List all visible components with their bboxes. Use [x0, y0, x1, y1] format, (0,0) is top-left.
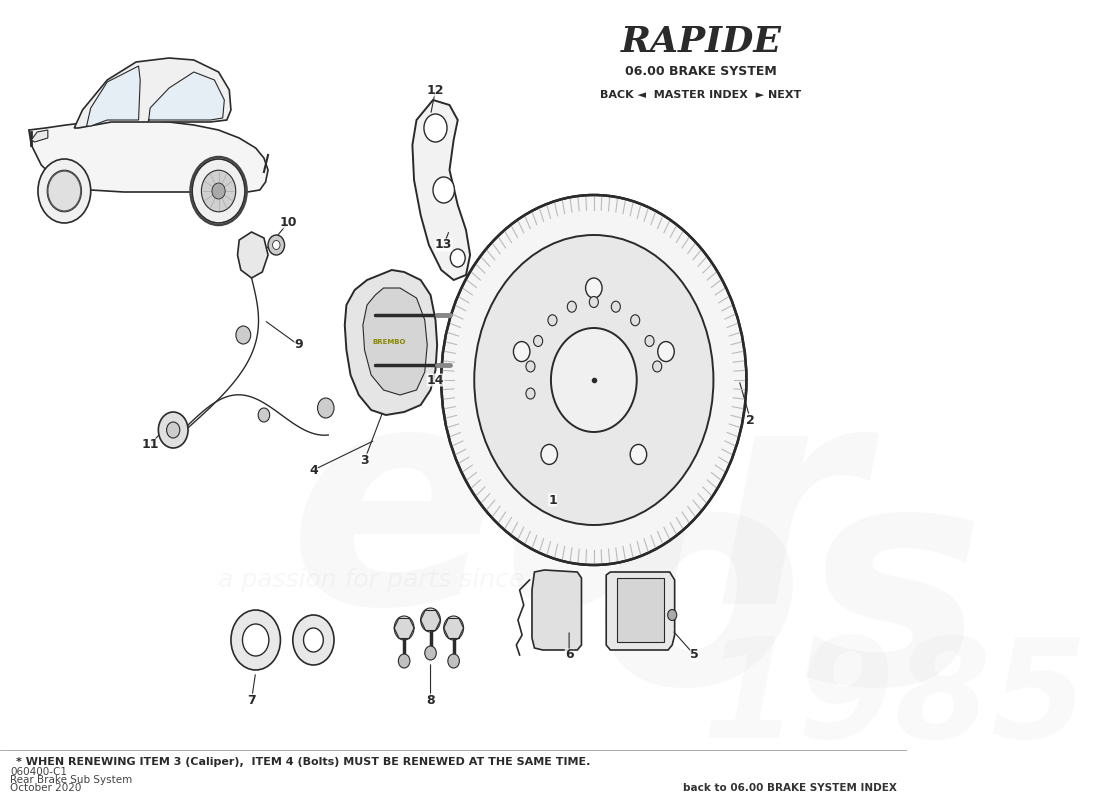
Text: os: os [594, 451, 986, 749]
Circle shape [304, 628, 323, 652]
Text: 06.00 BRAKE SYSTEM: 06.00 BRAKE SYSTEM [625, 65, 777, 78]
Text: back to 06.00 BRAKE SYSTEM INDEX: back to 06.00 BRAKE SYSTEM INDEX [683, 783, 898, 793]
Text: October 2020: October 2020 [10, 783, 81, 793]
Circle shape [37, 159, 90, 223]
Text: 5: 5 [690, 649, 698, 662]
Circle shape [398, 654, 410, 668]
Text: RAPIDE: RAPIDE [620, 25, 781, 59]
Polygon shape [74, 58, 231, 128]
Circle shape [318, 398, 334, 418]
Circle shape [541, 445, 558, 465]
Circle shape [448, 654, 460, 668]
Polygon shape [412, 100, 470, 280]
Text: 10: 10 [279, 215, 297, 229]
Circle shape [526, 388, 535, 399]
Polygon shape [363, 288, 427, 395]
Polygon shape [148, 72, 224, 122]
Polygon shape [606, 572, 674, 650]
Text: 3: 3 [360, 454, 368, 466]
Text: eur: eur [288, 371, 864, 669]
Polygon shape [238, 232, 268, 278]
Circle shape [158, 412, 188, 448]
Text: 4: 4 [309, 463, 318, 477]
Circle shape [443, 616, 463, 640]
Text: BACK ◄  MASTER INDEX  ► NEXT: BACK ◄ MASTER INDEX ► NEXT [601, 90, 802, 100]
Circle shape [474, 235, 714, 525]
Circle shape [630, 314, 640, 326]
Circle shape [166, 422, 179, 438]
Circle shape [612, 302, 620, 312]
Circle shape [652, 361, 662, 372]
Polygon shape [29, 120, 268, 192]
Circle shape [568, 302, 576, 312]
Circle shape [394, 616, 414, 640]
Circle shape [212, 183, 226, 199]
Circle shape [47, 171, 80, 211]
Text: 6: 6 [564, 649, 573, 662]
Circle shape [258, 408, 270, 422]
Circle shape [548, 314, 557, 326]
Circle shape [424, 114, 447, 142]
Text: Rear Brake Sub System: Rear Brake Sub System [10, 775, 132, 785]
Text: * WHEN RENEWING ITEM 3 (Caliper),  ITEM 4 (Bolts) MUST BE RENEWED AT THE SAME TI: * WHEN RENEWING ITEM 3 (Caliper), ITEM 4… [16, 757, 591, 767]
Circle shape [273, 241, 280, 250]
Text: 060400-C1: 060400-C1 [10, 767, 67, 777]
Text: 9: 9 [295, 338, 302, 351]
Circle shape [192, 159, 245, 223]
Text: 11: 11 [142, 438, 158, 451]
Polygon shape [532, 570, 582, 650]
Text: 13: 13 [434, 238, 452, 251]
Text: 1: 1 [548, 494, 557, 506]
Text: 12: 12 [427, 83, 444, 97]
Circle shape [585, 278, 602, 298]
Circle shape [441, 195, 747, 565]
Circle shape [231, 610, 280, 670]
Circle shape [658, 342, 674, 362]
Circle shape [57, 183, 70, 199]
Text: a passion for parts since: a passion for parts since [218, 568, 525, 592]
Text: 8: 8 [426, 694, 434, 706]
Circle shape [268, 235, 285, 255]
Circle shape [514, 342, 530, 362]
Polygon shape [617, 578, 664, 642]
Text: 2: 2 [746, 414, 755, 426]
Circle shape [235, 326, 251, 344]
Text: 7: 7 [248, 694, 256, 706]
Circle shape [425, 646, 437, 660]
Circle shape [47, 170, 81, 212]
Circle shape [450, 249, 465, 267]
Circle shape [433, 177, 454, 203]
Circle shape [590, 297, 598, 307]
Circle shape [645, 335, 654, 346]
Circle shape [534, 335, 542, 346]
Circle shape [242, 624, 268, 656]
Polygon shape [31, 130, 47, 142]
Circle shape [420, 608, 440, 632]
Text: 14: 14 [427, 374, 444, 386]
Circle shape [551, 328, 637, 432]
Polygon shape [87, 66, 140, 126]
Text: 1985: 1985 [701, 633, 1088, 767]
Circle shape [293, 615, 334, 665]
Circle shape [201, 170, 235, 212]
Circle shape [630, 445, 647, 465]
Text: BREMBO: BREMBO [373, 339, 406, 345]
Polygon shape [344, 270, 437, 415]
Circle shape [668, 610, 676, 621]
Circle shape [526, 361, 535, 372]
